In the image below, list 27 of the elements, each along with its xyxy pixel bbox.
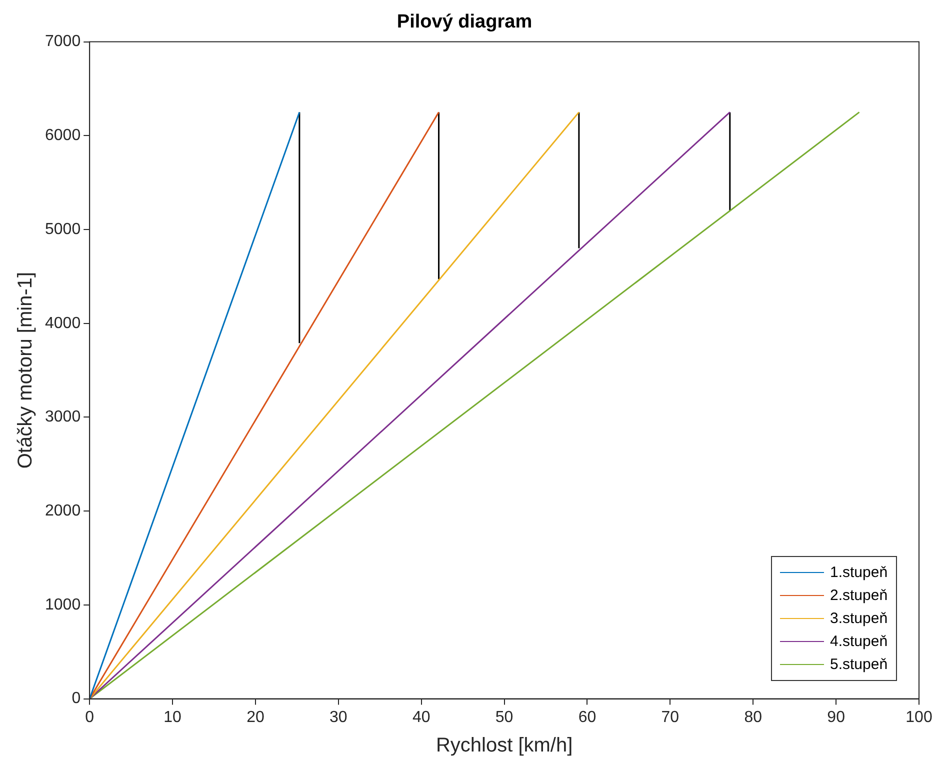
- y-tick-label: 2000: [45, 502, 81, 520]
- y-tick-label: 5000: [45, 220, 81, 238]
- legend-label: 3.stupeň: [830, 610, 888, 627]
- y-tick-label: 0: [72, 690, 81, 708]
- x-tick-label: 100: [906, 708, 932, 726]
- x-tick-label: 0: [85, 708, 94, 726]
- x-axis-title: Rychlost [km/h]: [436, 734, 573, 757]
- x-tick-label: 60: [578, 708, 596, 726]
- legend-label: 4.stupeň: [830, 632, 888, 650]
- y-tick-label: 3000: [45, 408, 81, 426]
- y-tick-label: 6000: [45, 127, 81, 144]
- legend-label: 5.stupeň: [830, 656, 888, 673]
- legend-label: 2.stupeň: [830, 586, 888, 604]
- x-tick-label: 40: [412, 708, 430, 726]
- x-tick-label: 30: [330, 708, 348, 726]
- x-tick-label: 70: [661, 708, 680, 726]
- y-tick-label: 7000: [45, 33, 81, 50]
- x-tick-label: 10: [164, 708, 182, 726]
- y-tick-label: 1000: [45, 596, 81, 614]
- x-tick-label: 50: [495, 708, 514, 726]
- x-tick-label: 20: [246, 708, 264, 726]
- x-tick-label: 90: [827, 708, 846, 726]
- legend-label: 1.stupeň: [830, 564, 888, 581]
- chart-title: Pilový diagram: [396, 12, 532, 33]
- y-axis-title: Otáčky motoru [min-1]: [14, 272, 37, 469]
- x-tick-label: 80: [744, 708, 762, 726]
- y-tick-label: 4000: [45, 314, 81, 332]
